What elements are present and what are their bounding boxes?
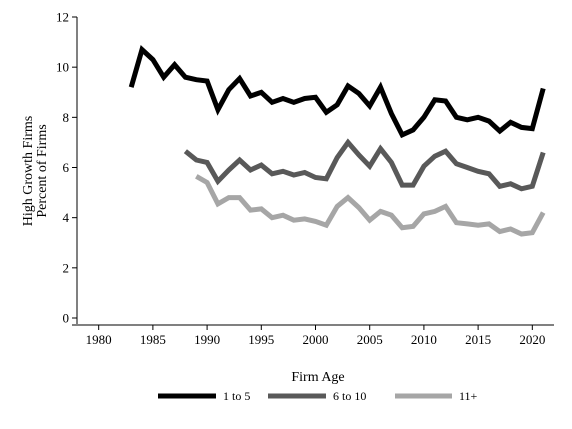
x-axis-title: Firm Age (291, 370, 344, 385)
legend-item: 11+ (395, 389, 478, 403)
y-tick-label: 8 (63, 110, 70, 125)
x-tick-label: 2010 (411, 332, 437, 347)
x-axis: 1980 1985 1990 1995 2000 2005 2010 2015 2020 (72, 324, 554, 347)
y-axis-title-line-1: High Growth Firms (21, 116, 36, 226)
series-layer (128, 45, 546, 237)
y-tick-label: 10 (56, 60, 69, 75)
y-tick-label: 2 (63, 260, 70, 275)
y-axis: 0 2 4 6 8 10 12 (56, 10, 78, 326)
x-tick-label: 1995 (248, 332, 274, 347)
x-tick-label: 1985 (140, 332, 166, 347)
x-tick-label: 2020 (519, 332, 545, 347)
series-line-2 (183, 138, 546, 192)
y-tick-label: 6 (63, 160, 70, 175)
legend-item: 1 to 5 (158, 389, 250, 403)
legend-item: 6 to 10 (268, 389, 366, 403)
x-tick-label: 1980 (86, 332, 112, 347)
legend: 1 to 5 6 to 10 11+ (158, 389, 478, 403)
x-tick-label: 2005 (357, 332, 383, 347)
series-line-1 (128, 45, 546, 139)
x-tick-label: 2000 (303, 332, 329, 347)
x-tick-label: 2015 (465, 332, 491, 347)
legend-label: 11+ (459, 389, 478, 403)
legend-label: 6 to 10 (333, 389, 366, 403)
y-tick-label: 12 (56, 10, 69, 25)
x-tick-label: 1990 (194, 332, 220, 347)
y-axis-title-line-2: Percent of Firms (35, 124, 50, 217)
series-line-3 (195, 174, 546, 237)
y-tick-label: 0 (63, 311, 70, 326)
legend-label: 1 to 5 (223, 389, 250, 403)
y-tick-label: 4 (63, 210, 70, 225)
y-axis-title: High Growth Firms Percent of Firms (21, 116, 50, 226)
